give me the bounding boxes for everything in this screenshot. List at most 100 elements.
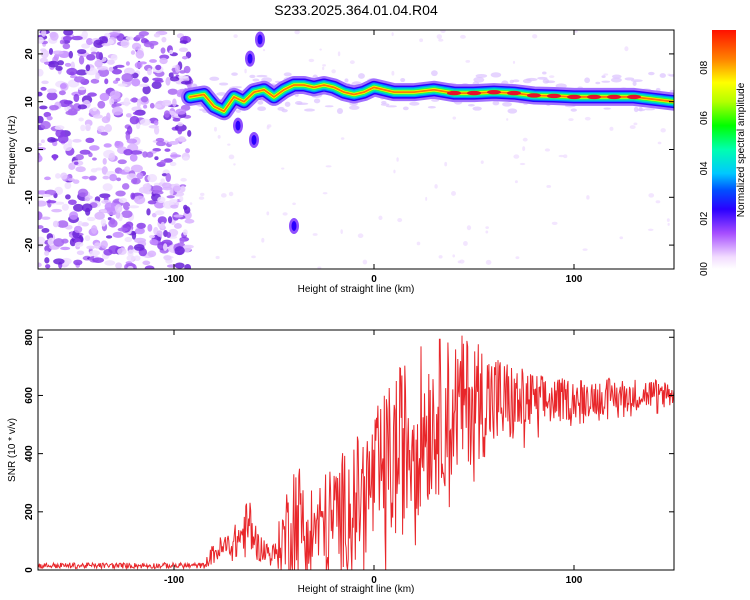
noise-speck [603,73,609,76]
noise-blob [38,211,43,221]
noise-blob [52,50,64,55]
spectrogram-ytick-label: -10 [24,190,35,205]
noise-blob [130,177,141,185]
noise-blob [165,173,172,183]
noise-speck [233,163,236,166]
noise-blob [73,203,84,212]
noise-blob [71,35,83,41]
noise-blob [134,227,145,235]
noise-blob [68,50,73,59]
ridge-halo [633,106,639,113]
noise-speck [460,34,466,39]
noise-blob [143,104,148,109]
ridge-halo [490,72,502,78]
noise-blob [52,220,59,228]
noise-blob [149,102,155,109]
noise-blob [39,57,48,63]
noise-speck [434,184,438,189]
ridge-halo [257,106,267,112]
noise-blob [139,118,151,126]
noise-blob [169,199,178,203]
ridge-peak [547,93,561,99]
noise-blob [135,34,145,39]
ridge-halo [252,78,260,82]
ridge-halo [475,73,488,78]
noise-speck [282,212,288,216]
noise-speck [522,146,526,152]
noise-blob [85,64,91,72]
noise-blob [140,96,149,103]
noise-speck [294,30,300,35]
noise-blob [72,138,82,143]
noise-blob [156,230,163,237]
noise-blob [134,61,143,69]
noise-speck [633,122,638,126]
noise-speck [647,228,654,231]
ridge-halo [595,81,601,85]
snr-ytick-label: 800 [24,328,35,345]
ridge-halo [668,74,674,77]
noise-blob [169,154,182,158]
noise-blob [168,72,174,78]
noise-blob [62,35,73,42]
noise-speck [261,237,265,243]
noise-blob [146,208,151,216]
noise-blob [152,147,162,152]
noise-blob [62,43,71,50]
noise-blob [175,64,180,73]
noise-blob [38,36,44,44]
noise-blob [146,151,154,158]
noise-blob [165,76,171,86]
noise-blob [147,67,152,76]
noise-blob [38,190,48,195]
ridge-peak [607,94,621,100]
noise-blob [40,48,47,52]
noise-blob [52,154,57,161]
ridge-peak [587,94,601,100]
ridge-halo [281,109,288,113]
noise-blob [105,235,113,239]
ridge-halo [296,102,309,105]
snr-ytick-label: 600 [24,387,35,404]
spectrogram-ytick-label: 10 [24,96,35,108]
noise-blob [39,105,48,110]
noise-blob [84,235,91,242]
noise-blob [159,57,168,65]
noise-blob [169,161,177,167]
ridge-halo [509,79,514,84]
colorbar-tick-label: 0.2 [699,211,710,225]
ridge-halo [525,77,538,82]
spectrogram-xlabel: Height of straight line (km) [298,284,415,295]
noise-blob [133,243,145,251]
noise-speck [629,125,636,130]
ridge-halo [648,71,655,76]
noise-speck [292,202,296,206]
noise-speck [322,192,328,195]
noise-speck [317,266,322,269]
noise-blob [76,250,85,256]
ridge-halo [349,105,360,110]
noise-blob [64,62,72,67]
noise-speck [657,141,662,145]
noise-speck [213,126,217,132]
ridge-halo [570,108,577,112]
noise-blob [161,101,172,107]
ridge-peak [627,94,641,100]
noise-blob [182,156,190,161]
noise-blob [117,227,129,232]
noise-blob [107,32,120,37]
noise-speck [586,195,590,200]
noise-blob [47,88,57,94]
noise-blob [86,37,94,45]
noise-blob [80,222,89,227]
noise-blob [142,260,151,266]
noise-blob [125,113,132,118]
noise-blob [55,173,61,179]
spectrogram-xtick-label: 100 [566,274,583,285]
noise-speck [357,233,364,239]
noise-blob [75,166,86,173]
noise-blob [97,68,110,77]
noise-speck [485,259,492,265]
noise-blob [86,216,96,222]
noise-blob [179,70,186,74]
